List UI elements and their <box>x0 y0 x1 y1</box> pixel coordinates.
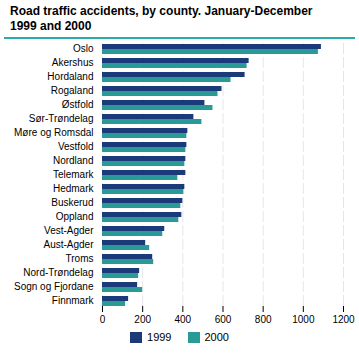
svg-text:Buskerud: Buskerud <box>51 197 93 208</box>
svg-text:Nordland: Nordland <box>53 155 94 166</box>
svg-text:Hedmark: Hedmark <box>53 183 95 194</box>
svg-text:Finnmark: Finnmark <box>52 295 95 306</box>
svg-text:Vestfold: Vestfold <box>58 141 94 152</box>
svg-text:Vest-Agder: Vest-Agder <box>44 225 94 236</box>
svg-text:400: 400 <box>174 314 191 325</box>
svg-text:Sogn og Fjordane: Sogn og Fjordane <box>14 281 94 292</box>
svg-text:Hordaland: Hordaland <box>47 71 93 82</box>
svg-text:800: 800 <box>255 314 272 325</box>
svg-text:Oslo: Oslo <box>73 43 94 54</box>
svg-text:Telemark: Telemark <box>53 169 95 180</box>
svg-text:600: 600 <box>215 314 232 325</box>
html-text:2000: 2000 <box>204 331 229 343</box>
svg-text:1200: 1200 <box>332 314 355 325</box>
svg-text:Møre og Romsdal: Møre og Romsdal <box>14 127 93 138</box>
svg-text:Akershus: Akershus <box>52 57 94 68</box>
html-text:Road traffic accidents, by cou: Road traffic accidents, by county. Janua… <box>10 4 313 33</box>
svg-text:Rogaland: Rogaland <box>51 85 94 96</box>
svg-text:Troms: Troms <box>66 253 94 264</box>
svg-text:200: 200 <box>134 314 151 325</box>
svg-text:0: 0 <box>100 314 106 325</box>
html-text:1999: 1999 <box>147 331 172 343</box>
svg-text:Østfold: Østfold <box>62 99 94 110</box>
svg-text:Oppland: Oppland <box>56 211 94 222</box>
svg-text:1000: 1000 <box>292 314 315 325</box>
svg-text:Aust-Agder: Aust-Agder <box>43 239 94 250</box>
svg-text:Nord-Trøndelag: Nord-Trøndelag <box>23 267 93 278</box>
svg-text:Sør-Trøndelag: Sør-Trøndelag <box>29 113 94 124</box>
